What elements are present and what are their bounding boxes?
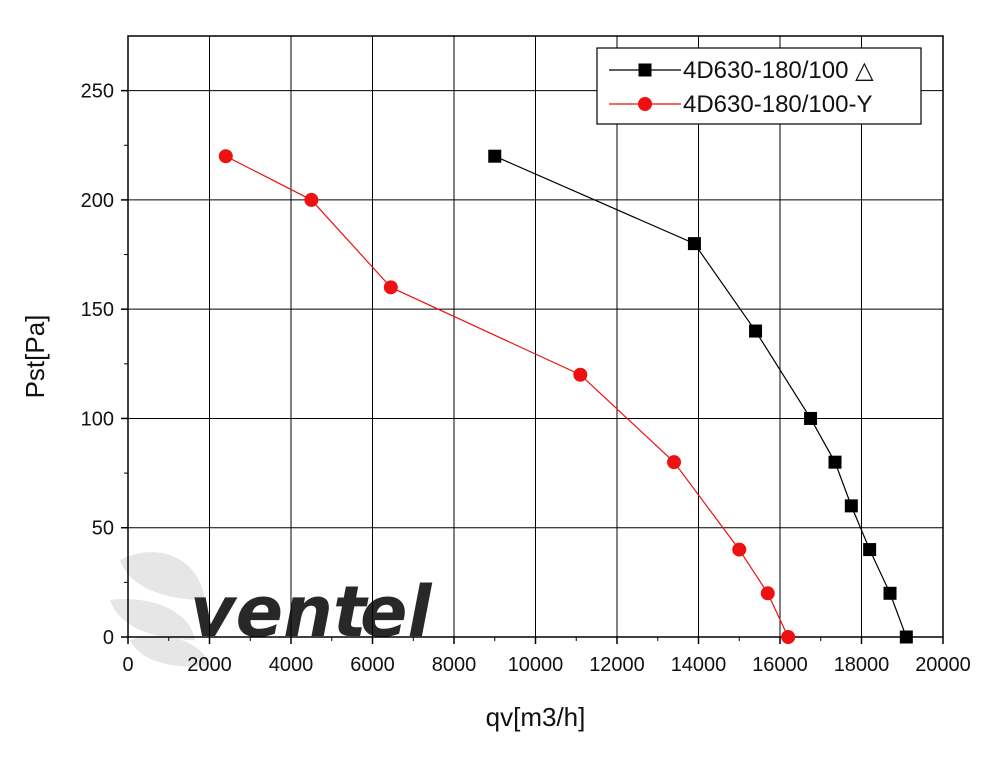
data-point-7 — [760, 586, 775, 601]
data-point-8 — [883, 586, 897, 600]
y-tick-label: 200 — [81, 190, 114, 212]
data-point-8 — [781, 630, 796, 644]
data-point-5 — [828, 455, 842, 469]
data-point-3 — [383, 280, 398, 295]
x-tick-label: 14000 — [671, 654, 727, 676]
x-tick-label: 16000 — [752, 654, 808, 676]
data-point-1 — [218, 149, 233, 164]
grid-lines — [128, 36, 943, 637]
watermark-logo: vent el — [110, 552, 432, 667]
data-point-3 — [749, 324, 763, 338]
y-axis-ticks: 0 50 100 150 200 250 — [81, 81, 128, 649]
y-tick-label: 250 — [81, 81, 114, 103]
series-line-1 — [494, 155, 907, 638]
x-axis-ticks: 0 2000 4000 6000 8000 10000 12000 14000 16000 180… — [122, 637, 971, 676]
series-layer — [218, 149, 913, 644]
legend-label: 4D630-180/100-Y — [683, 91, 872, 118]
x-tick-label: 6000 — [350, 654, 395, 676]
series-2 — [218, 149, 796, 644]
legend: 4D630-180/100 △ 4D630-180/100-Y — [596, 47, 922, 125]
data-point-2 — [304, 192, 319, 207]
legend-entry-2: 4D630-180/100-Y — [609, 91, 872, 118]
y-axis-label: Pst[Pa] — [20, 315, 50, 399]
x-tick-label: 10000 — [508, 654, 564, 676]
y-tick-label: 100 — [81, 408, 114, 430]
x-tick-label: 12000 — [589, 654, 645, 676]
x-tick-label: 8000 — [432, 654, 477, 676]
data-point-7 — [863, 543, 877, 557]
watermark-text-light: el — [360, 571, 432, 653]
data-point-9 — [899, 630, 913, 644]
y-tick-label: 0 — [103, 627, 114, 649]
data-point-6 — [844, 499, 858, 513]
x-tick-label: 0 — [122, 654, 133, 676]
x-tick-label: 4000 — [269, 654, 314, 676]
y-tick-label: 150 — [81, 299, 114, 321]
data-point-4 — [804, 411, 818, 425]
series-line-2 — [225, 155, 789, 638]
legend-marker — [638, 63, 652, 77]
x-tick-label: 18000 — [834, 654, 890, 676]
x-tick-label: 20000 — [915, 654, 971, 676]
y-tick-label: 50 — [92, 518, 114, 540]
watermark-text-dark: vent — [190, 571, 369, 653]
fan-blade-icon — [110, 552, 210, 667]
legend-label: 4D630-180/100 △ — [683, 57, 874, 84]
data-point-5 — [667, 455, 682, 470]
data-point-4 — [573, 367, 588, 382]
legend-marker — [638, 97, 652, 111]
x-tick-label: 2000 — [187, 654, 232, 676]
data-point-1 — [488, 149, 502, 163]
x-axis-label: qv[m3/h] — [486, 702, 586, 732]
data-point-6 — [732, 542, 747, 557]
legend-entry-1: 4D630-180/100 △ — [609, 57, 874, 84]
plot-frame — [127, 35, 944, 638]
data-point-2 — [687, 237, 701, 251]
legend-box — [596, 47, 922, 125]
series-1 — [488, 149, 913, 644]
